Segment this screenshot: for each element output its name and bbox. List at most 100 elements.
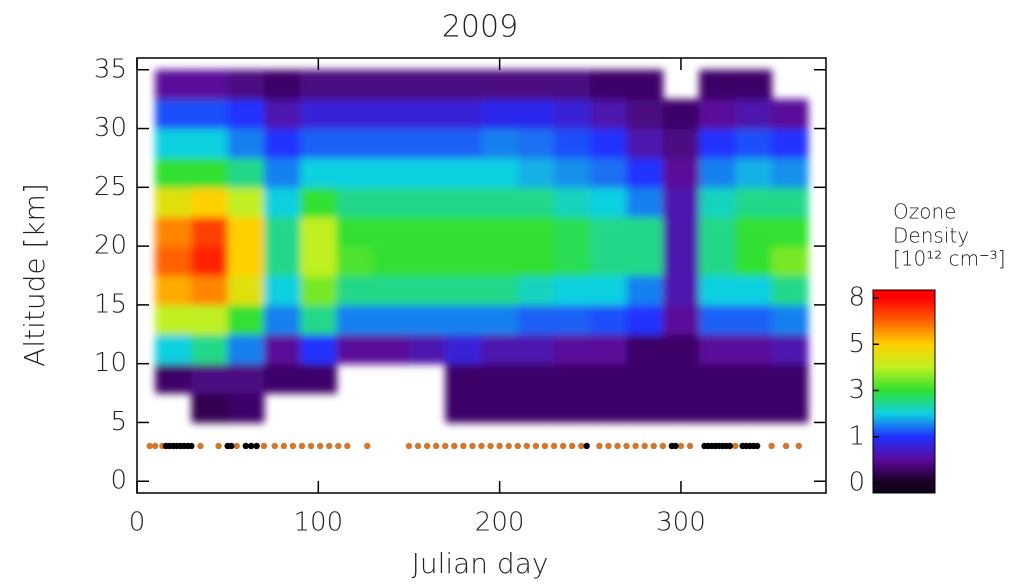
measurement-dot bbox=[271, 442, 278, 450]
heat-cell bbox=[662, 187, 700, 218]
measurement-dot bbox=[197, 442, 204, 450]
measurement-dot bbox=[641, 442, 648, 450]
heat-cell bbox=[517, 69, 555, 100]
heat-cell bbox=[626, 334, 664, 365]
heat-cell bbox=[699, 187, 736, 218]
heat-cell bbox=[662, 216, 700, 247]
heat-cell bbox=[517, 393, 555, 423]
heat-cell bbox=[626, 157, 664, 188]
heat-cell bbox=[590, 69, 628, 100]
heat-cell bbox=[517, 304, 555, 335]
heat-cell bbox=[191, 275, 229, 306]
heat-cell bbox=[626, 275, 664, 306]
heat-cell bbox=[408, 275, 446, 306]
measurement-dot bbox=[753, 442, 761, 450]
measurement-dot bbox=[726, 442, 734, 450]
heat-cell bbox=[590, 157, 628, 188]
heat-cell bbox=[554, 216, 591, 247]
heat-cell bbox=[445, 128, 482, 159]
heat-cell bbox=[481, 69, 519, 100]
heat-cell bbox=[662, 157, 700, 188]
heat-cell bbox=[372, 275, 410, 306]
heat-cell bbox=[191, 334, 229, 365]
heat-cell bbox=[590, 128, 628, 159]
heat-cell bbox=[590, 304, 628, 335]
heat-cell bbox=[263, 363, 301, 394]
colorbar-tick-label: 0 bbox=[848, 468, 865, 498]
heat-cell bbox=[554, 187, 591, 218]
measurement-dot bbox=[672, 442, 679, 450]
heat-cell bbox=[372, 69, 410, 100]
measurement-dot bbox=[583, 442, 590, 450]
heat-cell bbox=[372, 246, 410, 276]
heat-cell bbox=[735, 187, 773, 218]
heat-cell bbox=[554, 334, 591, 365]
heat-cell bbox=[445, 275, 482, 306]
heat-cell bbox=[336, 128, 374, 159]
heat-cell bbox=[227, 246, 265, 276]
heat-cell bbox=[771, 128, 809, 159]
heat-cell bbox=[626, 69, 664, 100]
heat-cell bbox=[191, 304, 229, 335]
y-tick-label: 10 bbox=[94, 348, 127, 378]
heat-cell bbox=[227, 275, 265, 306]
heat-cell bbox=[408, 157, 446, 188]
heat-cell bbox=[554, 128, 591, 159]
x-tick-label: 300 bbox=[656, 508, 706, 538]
heat-cell bbox=[336, 187, 374, 218]
heat-cell bbox=[263, 275, 301, 306]
heat-cell bbox=[517, 128, 555, 159]
heat-cell bbox=[227, 216, 265, 247]
heat-cell bbox=[408, 69, 446, 100]
heat-cell bbox=[662, 334, 700, 365]
heat-cell bbox=[263, 99, 301, 130]
measurement-dot bbox=[151, 442, 159, 450]
measurement-dot bbox=[505, 442, 512, 450]
x-axis-label: Julian day bbox=[412, 547, 549, 580]
measurement-dot bbox=[233, 442, 240, 450]
heat-cell bbox=[481, 187, 519, 218]
heat-cell bbox=[699, 157, 736, 188]
y-tick-label: 30 bbox=[94, 113, 127, 143]
heat-cell bbox=[662, 128, 700, 159]
measurement-dot bbox=[215, 442, 222, 450]
heat-cell bbox=[554, 157, 591, 188]
heat-cell bbox=[590, 334, 628, 365]
heat-cell bbox=[771, 275, 809, 306]
heat-cell bbox=[626, 246, 664, 276]
measurement-dot bbox=[732, 442, 739, 450]
heat-cell bbox=[155, 128, 192, 159]
heat-cell bbox=[771, 157, 809, 188]
heat-cell bbox=[626, 363, 664, 394]
heat-cell bbox=[300, 334, 337, 365]
heat-cell bbox=[735, 99, 773, 130]
heat-cell bbox=[445, 69, 482, 100]
heat-cell bbox=[191, 246, 229, 276]
heat-cell bbox=[481, 99, 519, 130]
measurement-dot bbox=[782, 442, 790, 450]
heat-cell bbox=[445, 363, 482, 394]
heat-cell bbox=[554, 275, 591, 306]
heat-cell bbox=[481, 246, 519, 276]
colorbar-tick-label: 1 bbox=[848, 421, 865, 451]
heat-cell bbox=[300, 157, 337, 188]
heat-cell bbox=[554, 304, 591, 335]
heat-cell bbox=[735, 246, 773, 276]
heat-cell bbox=[445, 246, 482, 276]
heat-cell bbox=[155, 246, 192, 276]
heat-cell bbox=[481, 393, 519, 423]
heat-cell bbox=[626, 99, 664, 130]
measurement-dot bbox=[414, 442, 422, 450]
measurement-dot bbox=[550, 442, 558, 450]
measurement-dot bbox=[228, 442, 235, 450]
measurement-dot bbox=[316, 442, 324, 450]
y-tick-label: 15 bbox=[94, 289, 127, 319]
measurement-dot bbox=[344, 442, 351, 450]
heat-cell bbox=[735, 69, 773, 100]
heat-cell bbox=[336, 334, 374, 365]
heat-cell bbox=[300, 128, 337, 159]
y-tick-label: 0 bbox=[110, 466, 127, 496]
heat-cell bbox=[590, 363, 628, 394]
heat-cell bbox=[590, 187, 628, 218]
measurement-dot bbox=[496, 442, 503, 450]
